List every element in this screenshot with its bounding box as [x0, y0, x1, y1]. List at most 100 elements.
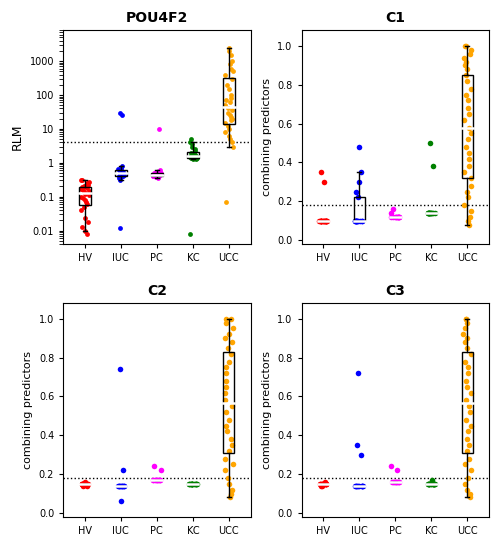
Point [356, 481, 364, 490]
Point [425, 480, 433, 488]
Point [150, 462, 158, 471]
Point [318, 481, 326, 490]
Point [222, 382, 230, 391]
Title: C3: C3 [386, 284, 405, 298]
Point [466, 45, 474, 54]
Point [153, 168, 161, 177]
Point [354, 193, 362, 202]
Point [186, 138, 194, 147]
Point [358, 481, 366, 490]
Point [116, 224, 124, 232]
Point [430, 480, 438, 488]
Point [464, 363, 472, 372]
Bar [462, 75, 472, 178]
Point [81, 190, 89, 199]
Point [188, 155, 196, 164]
Point [222, 396, 230, 405]
Point [463, 344, 471, 352]
Point [394, 212, 402, 221]
Y-axis label: combining predictors: combining predictors [262, 78, 272, 196]
Point [82, 197, 90, 206]
Point [464, 135, 472, 143]
Point [464, 148, 472, 157]
Point [465, 154, 473, 163]
Point [394, 478, 402, 486]
Point [80, 202, 88, 211]
Point [467, 173, 475, 182]
Point [228, 67, 236, 75]
Point [149, 475, 157, 484]
Point [228, 64, 235, 73]
Point [461, 42, 469, 50]
Point [80, 187, 88, 196]
Point [156, 166, 164, 174]
Point [228, 57, 236, 66]
Point [81, 226, 89, 235]
Point [79, 185, 87, 194]
Point [117, 481, 125, 490]
Point [222, 197, 230, 206]
Point [317, 217, 325, 225]
Point [395, 212, 403, 221]
Point [467, 207, 475, 216]
Point [464, 96, 472, 104]
Point [430, 480, 438, 488]
Point [317, 480, 325, 488]
Point [462, 324, 469, 333]
Point [79, 194, 87, 202]
Point [460, 53, 468, 62]
Point [190, 480, 198, 488]
Point [222, 318, 230, 327]
Point [467, 388, 475, 397]
Point [352, 217, 360, 225]
Point [322, 480, 330, 488]
Point [152, 475, 160, 484]
Point [320, 217, 328, 225]
Point [352, 481, 360, 490]
Point [466, 466, 474, 475]
Point [84, 218, 92, 226]
Point [424, 480, 432, 488]
Point [83, 230, 91, 238]
Point [354, 369, 362, 377]
Point [225, 357, 233, 366]
Point [316, 217, 324, 225]
Point [192, 152, 200, 161]
Point [83, 179, 91, 188]
Point [395, 478, 403, 486]
Point [192, 154, 200, 163]
Point [358, 217, 366, 225]
Point [462, 90, 470, 99]
Point [316, 217, 324, 225]
Point [78, 480, 86, 488]
Point [389, 212, 397, 221]
Point [322, 478, 330, 486]
Point [358, 481, 366, 490]
Point [119, 171, 127, 180]
Point [82, 480, 90, 488]
Bar [151, 173, 162, 176]
Point [463, 318, 471, 327]
Point [318, 480, 326, 488]
Point [426, 208, 434, 217]
Point [424, 208, 432, 217]
Point [428, 475, 436, 484]
Point [79, 480, 87, 488]
Point [323, 217, 331, 225]
Point [227, 116, 235, 125]
Point [187, 148, 195, 157]
Point [465, 402, 473, 411]
Point [316, 217, 324, 225]
Point [463, 382, 471, 391]
Point [322, 217, 330, 225]
Point [115, 481, 123, 490]
Point [78, 480, 86, 488]
Point [221, 101, 229, 109]
Point [78, 222, 86, 231]
Point [115, 174, 123, 183]
Title: C1: C1 [385, 11, 405, 25]
Point [80, 480, 88, 488]
Point [388, 208, 396, 217]
Point [228, 441, 236, 450]
Point [192, 153, 200, 162]
